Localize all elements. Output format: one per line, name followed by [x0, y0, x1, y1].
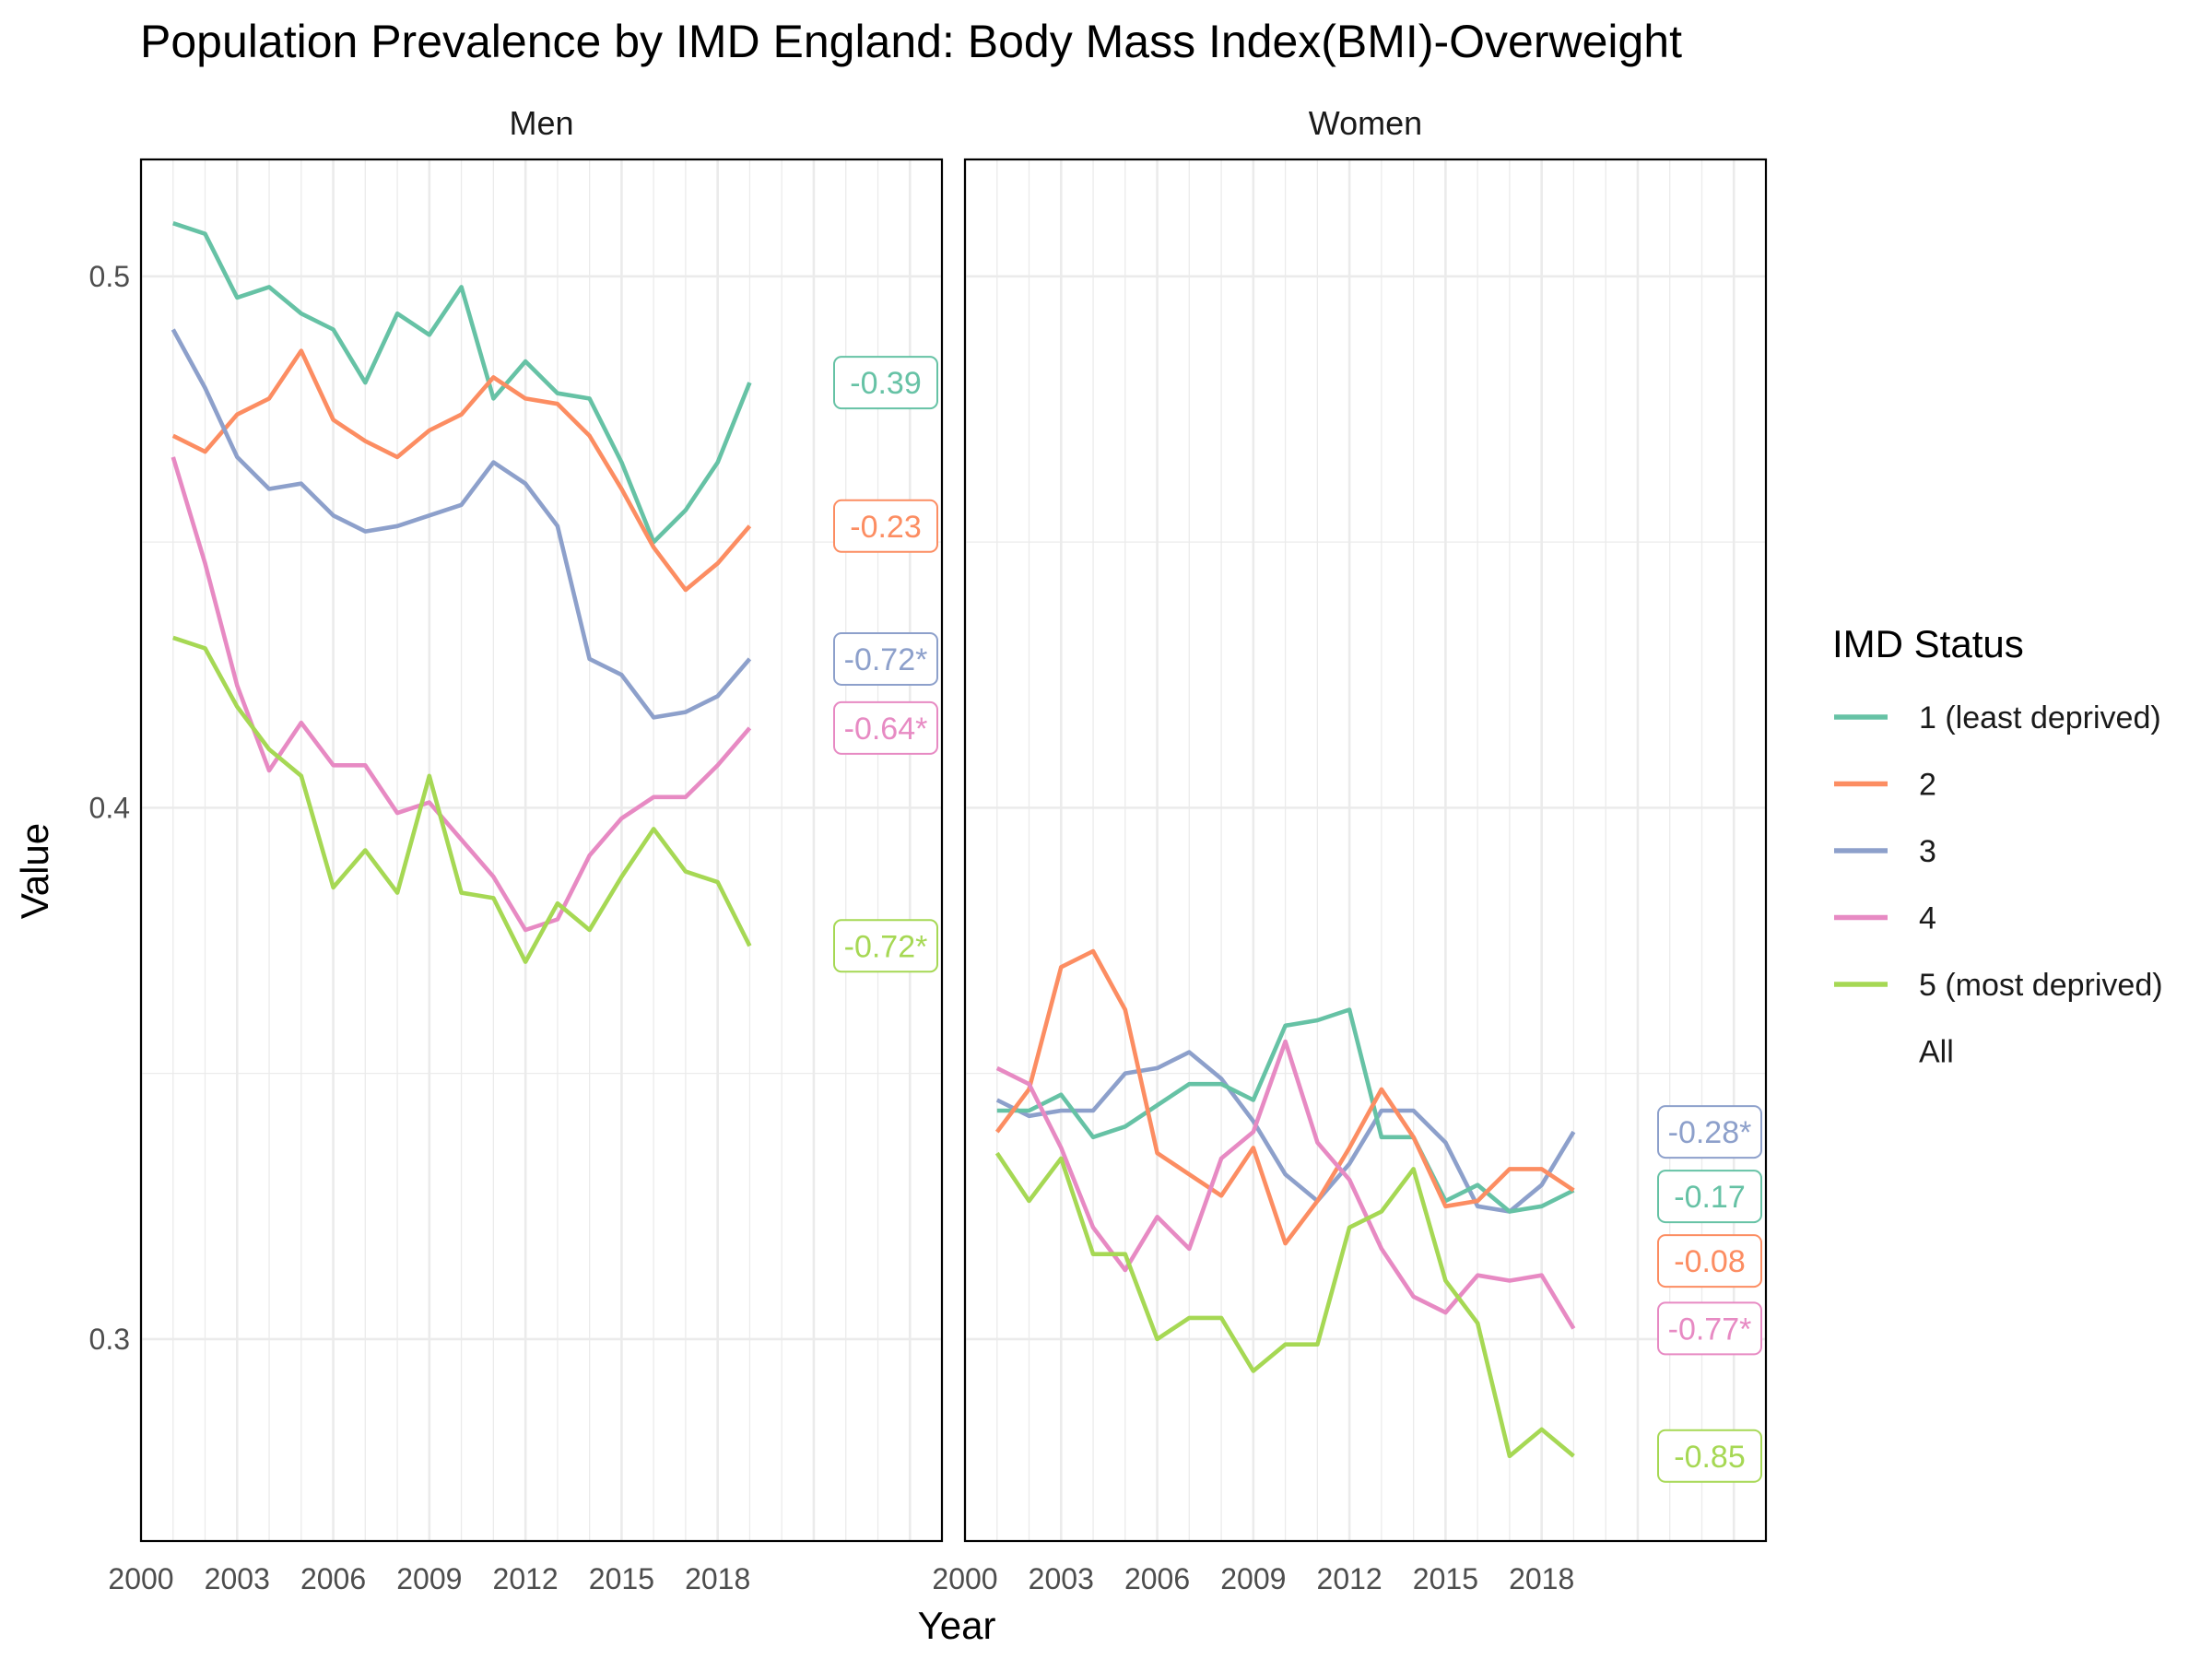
legend-entries: 1 (least deprived) 2 3 4 5 (most deprived) Al… — [1834, 700, 2163, 1070]
x-tick-label: 2000 — [932, 1562, 997, 1595]
legend: IMD Status 1 (least deprived) 2 3 4 5 (most … — [1832, 622, 2163, 1070]
label-badge-text: -0.23 — [850, 510, 922, 545]
series-line-women-3 — [995, 1050, 1576, 1214]
label-badge-text: -0.72* — [844, 929, 928, 964]
label-badge-women-1-least-deprived: -0.17 — [1657, 1170, 1762, 1224]
x-tick-label: 2012 — [493, 1562, 559, 1595]
label-badge-box — [1657, 1429, 1762, 1483]
x-tick-label: 2006 — [1124, 1562, 1190, 1595]
label-badge-women-5-most-deprived: -0.85 — [1657, 1429, 1762, 1483]
label-badge-men-3: -0.72* — [833, 631, 938, 686]
label-badge-women-3: -0.28* — [1657, 1105, 1762, 1159]
x-tick-label: 2015 — [1413, 1562, 1478, 1595]
x-tick-label: 2009 — [396, 1562, 462, 1595]
y-tick-label: 0.5 — [89, 260, 130, 293]
series-line-women-2 — [994, 948, 1575, 1246]
x-tick-label: 2018 — [1509, 1562, 1574, 1595]
x-axis-title: Year — [918, 1604, 996, 1647]
label-badge-box — [833, 356, 938, 410]
panel-border — [139, 158, 944, 1543]
legend-label: 1 (least deprived) — [1919, 700, 2161, 735]
x-tick-label: 2003 — [205, 1562, 270, 1595]
x-tick-label: 2015 — [589, 1562, 654, 1595]
label-badge-text: -0.28* — [1668, 1115, 1752, 1150]
label-badge-text: -0.64* — [844, 712, 928, 747]
label-badge-text: -0.85 — [1674, 1440, 1746, 1475]
legend-item-all: All — [1919, 1035, 1954, 1070]
panels: -0.39 -0.23 -0.72* -0.64* -0.72* Men 2000 2003 2… — [89, 104, 1768, 1595]
y-tick-label: 0.4 — [89, 791, 130, 824]
legend-title: IMD Status — [1832, 622, 2024, 665]
legend-item-2: 2 — [1834, 768, 1936, 803]
series-line-men-5-most-deprived — [172, 635, 752, 964]
label-badge-men-2: -0.23 — [833, 499, 938, 553]
series-line-women-1-least-deprived — [996, 1007, 1575, 1214]
x-tick-label: 2018 — [685, 1562, 750, 1595]
x-tick-label: 2012 — [1317, 1562, 1382, 1595]
label-badge-men-1-least-deprived: -0.39 — [833, 356, 938, 410]
label-badge-text: -0.39 — [850, 366, 922, 401]
series-line-men-3 — [171, 328, 752, 720]
label-badge-text: -0.77* — [1668, 1312, 1752, 1347]
label-badge-box — [1657, 1234, 1762, 1288]
label-badge-box — [1657, 1301, 1762, 1356]
facet-label-men: Men — [509, 104, 573, 142]
label-badge-box — [833, 499, 938, 553]
x-tick-label: 2003 — [1029, 1562, 1094, 1595]
legend-item-1-least-deprived: 1 (least deprived) — [1834, 700, 2161, 735]
label-badge-women-4: -0.77* — [1657, 1301, 1762, 1356]
series-line-women-5-most-deprived — [994, 1151, 1575, 1459]
legend-item-4: 4 — [1834, 901, 1936, 936]
chart-title: Population Prevalence by IMD England: Bo… — [140, 16, 1682, 67]
series-line-men-1-least-deprived — [172, 221, 752, 545]
label-badge-box — [833, 631, 938, 686]
label-badge-text: -0.17 — [1674, 1180, 1746, 1215]
legend-label: All — [1919, 1035, 1954, 1070]
label-badge-text: -0.72* — [844, 642, 928, 677]
legend-label: 2 — [1919, 768, 1936, 803]
label-badge-box — [1657, 1170, 1762, 1224]
label-badge-men-5-most-deprived: -0.72* — [833, 919, 938, 973]
label-badge-women-2: -0.08 — [1657, 1234, 1762, 1288]
series-line-men-2 — [171, 348, 752, 593]
y-tick-label: 0.3 — [89, 1323, 130, 1356]
x-tick-label: 2000 — [108, 1562, 173, 1595]
label-badge-box — [833, 919, 938, 973]
label-badge-men-4: -0.64* — [833, 700, 938, 755]
panel-border — [963, 158, 1768, 1543]
x-tick-label: 2006 — [300, 1562, 366, 1595]
facet-label-women: Women — [1309, 104, 1422, 142]
series-line-women-4 — [995, 1039, 1576, 1330]
label-badge-box — [1657, 1105, 1762, 1159]
panel-men: -0.39 -0.23 -0.72* -0.64* -0.72* Men 2000 2003 2… — [89, 104, 944, 1595]
y-axis-title: Value — [13, 823, 56, 919]
legend-label: 4 — [1919, 901, 1936, 936]
label-badge-box — [833, 700, 938, 755]
legend-label: 3 — [1919, 834, 1936, 869]
panel-women: -0.28* -0.17 -0.08 -0.77* -0.85 Women 2000 2003… — [932, 104, 1768, 1595]
legend-item-5-most-deprived: 5 (most deprived) — [1834, 968, 2163, 1003]
label-badge-text: -0.08 — [1674, 1244, 1746, 1279]
series-line-men-4 — [171, 456, 752, 933]
legend-item-3: 3 — [1834, 834, 1936, 869]
x-tick-label: 2009 — [1220, 1562, 1286, 1595]
legend-label: 5 (most deprived) — [1919, 968, 2163, 1003]
